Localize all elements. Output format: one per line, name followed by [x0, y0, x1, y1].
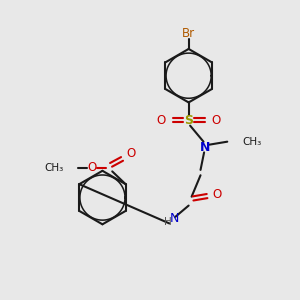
Text: O: O: [213, 188, 222, 201]
Text: O: O: [126, 147, 136, 160]
Text: O: O: [212, 114, 220, 127]
Text: N: N: [200, 140, 210, 154]
Text: CH₃: CH₃: [44, 163, 63, 173]
Text: O: O: [157, 114, 166, 127]
Text: CH₃: CH₃: [242, 137, 261, 147]
Text: H: H: [164, 217, 172, 227]
Text: S: S: [184, 114, 193, 127]
Text: N: N: [170, 212, 179, 225]
Text: Br: Br: [182, 27, 195, 40]
Text: O: O: [88, 161, 97, 174]
